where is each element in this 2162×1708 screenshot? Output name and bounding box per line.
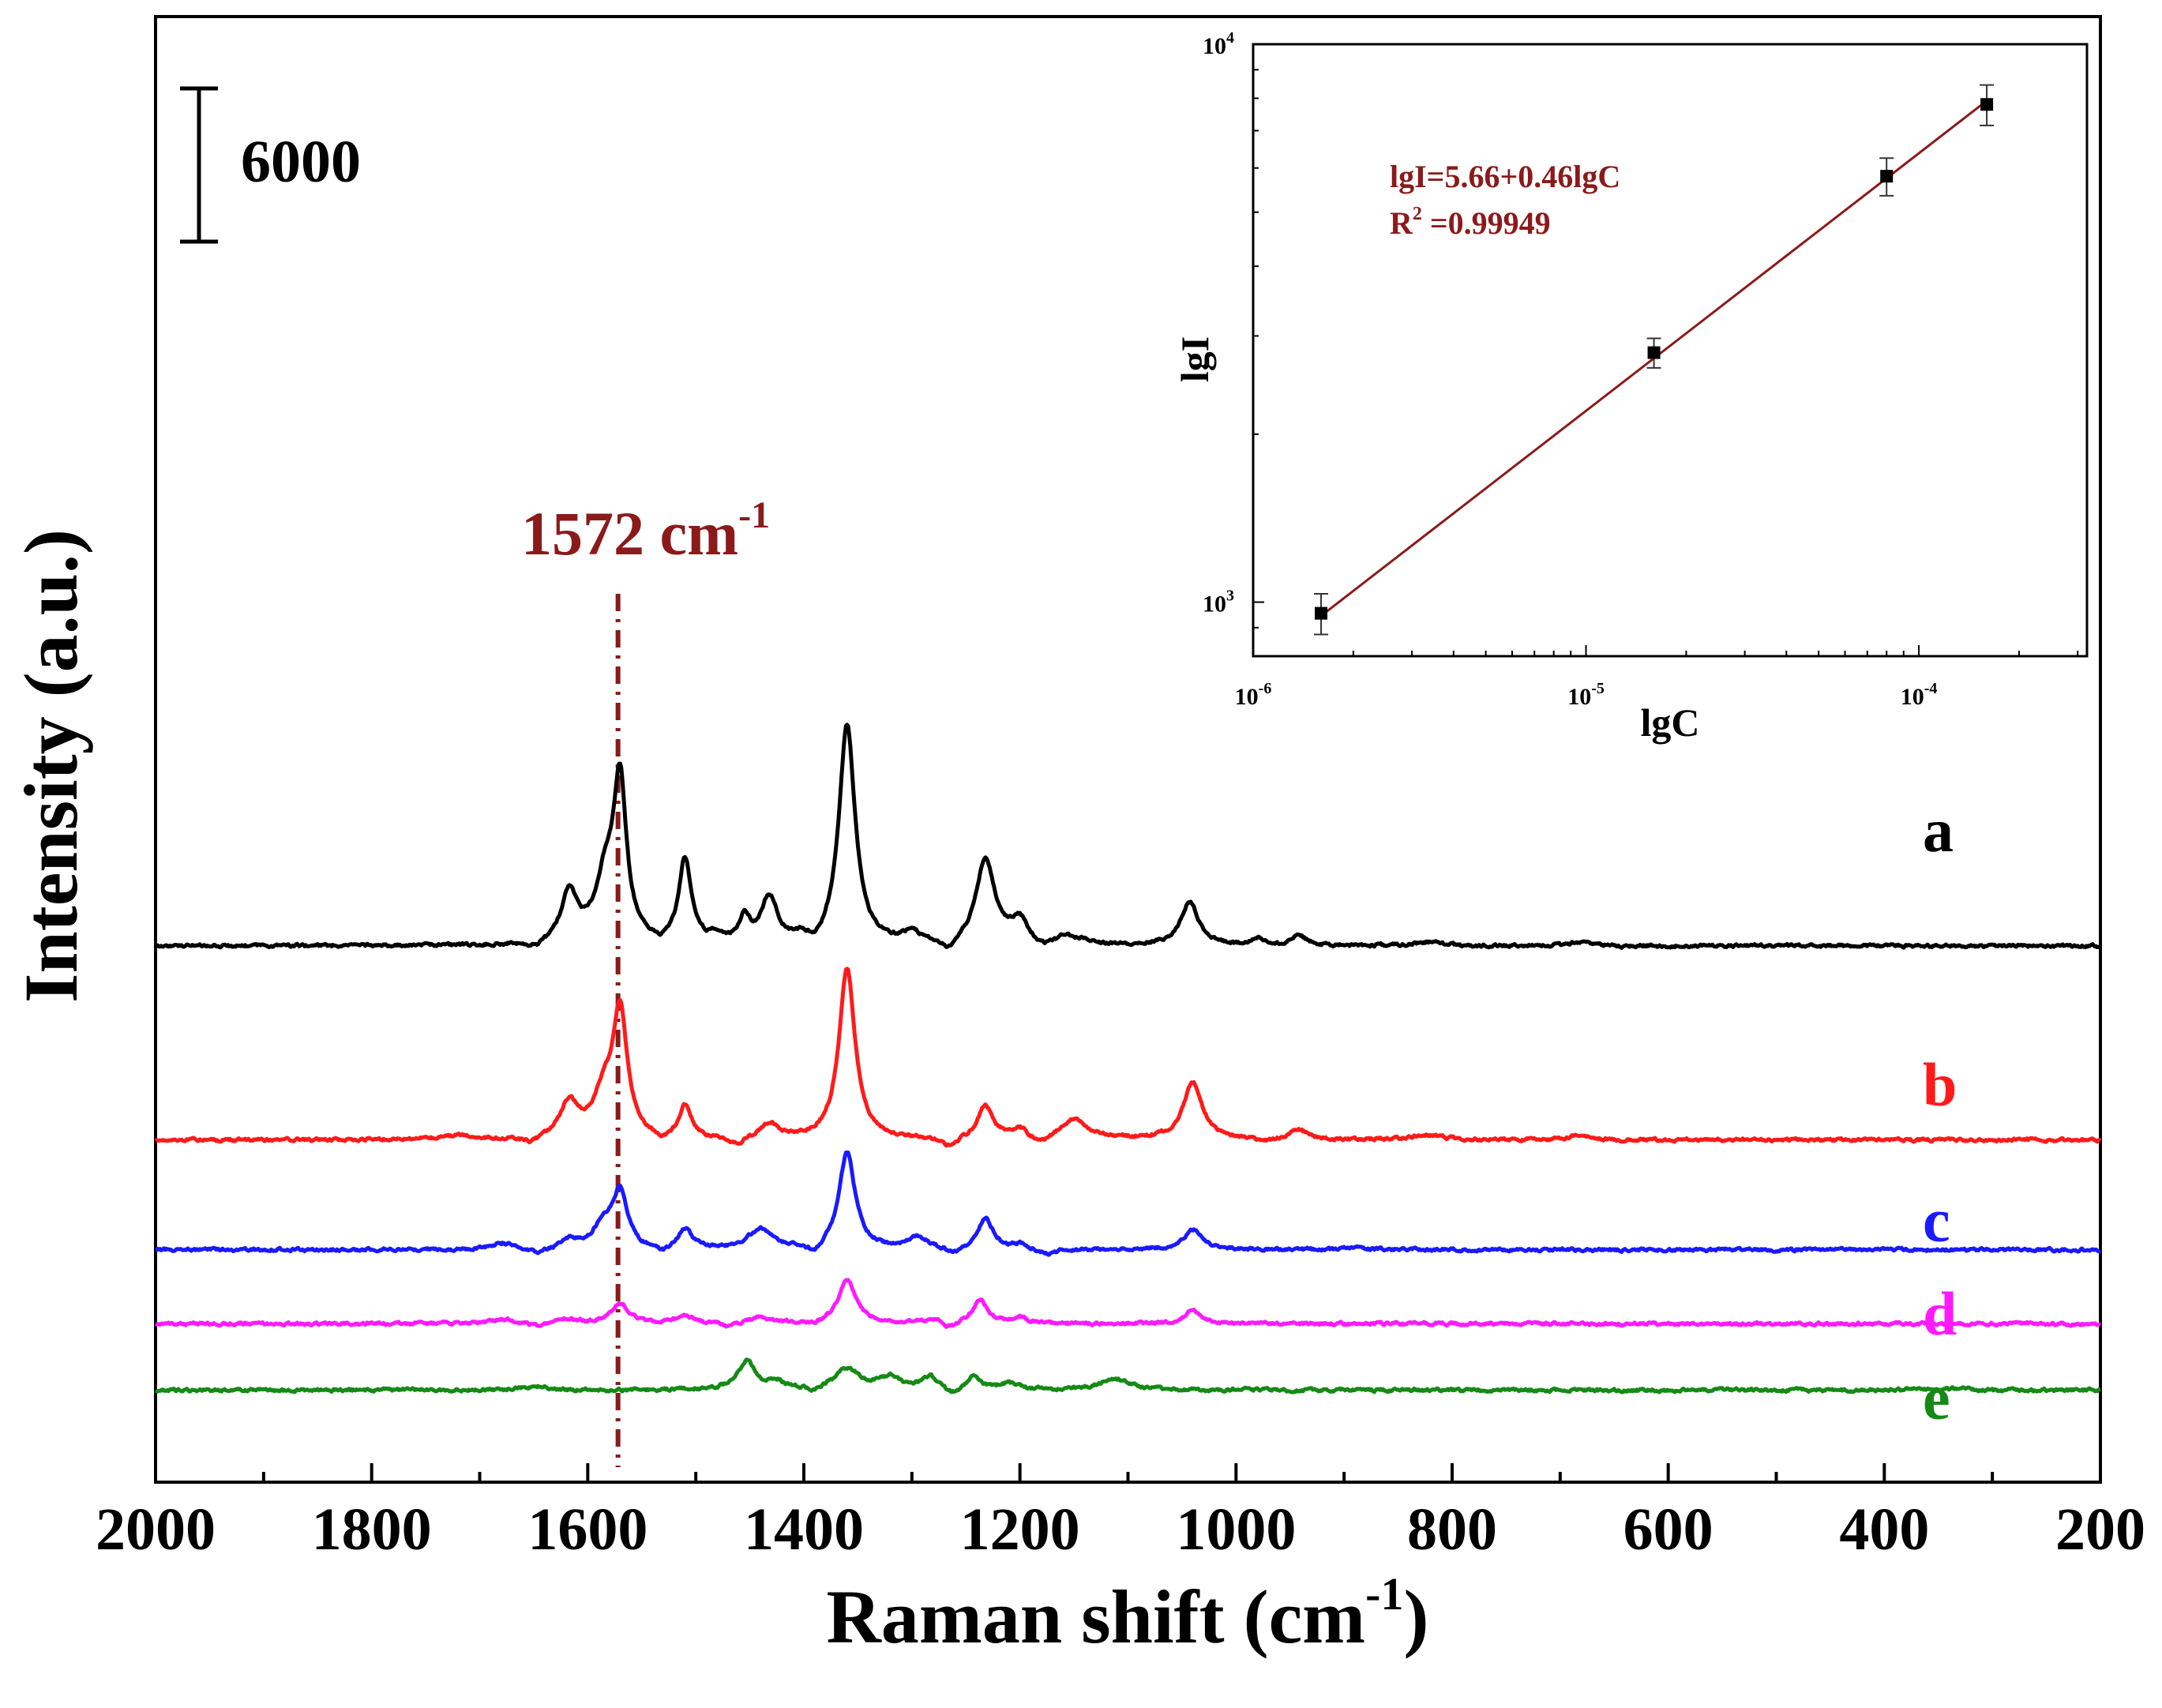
- x-tick-label: 200: [2055, 1496, 2145, 1563]
- fit-r-squared: R2 =0.99949: [1390, 204, 1551, 241]
- inset-points: [1314, 84, 1995, 636]
- x-tick-label: 400: [1839, 1496, 1929, 1563]
- x-tick-label: 1400: [744, 1496, 864, 1563]
- inset-y-title: lgI: [1173, 336, 1217, 382]
- inset-frame: [1252, 43, 2089, 658]
- inset-ticks: 10-6 10-5 10-4 103 104: [1203, 29, 2079, 710]
- spectrum-c: [154, 1151, 2102, 1257]
- inset-y-tick-label: 103: [1203, 587, 1234, 618]
- series-label-c: c: [1923, 1186, 1950, 1255]
- inset-x-tick-label: 10-4: [1901, 680, 1938, 710]
- x-axis-title: Raman shift (cm-1): [827, 1568, 1429, 1659]
- x-tick-label: 1000: [1176, 1496, 1296, 1563]
- series-label-d: d: [1923, 1279, 1957, 1348]
- x-tick-label: 600: [1623, 1496, 1713, 1563]
- data-point: [1880, 170, 1894, 183]
- spectrum-a: [154, 723, 2102, 950]
- x-axis-ticks: 2000 1800 1600 1400 1200 1000 800 600 400 200: [96, 1463, 2145, 1563]
- spectrum-e: [154, 1357, 2102, 1395]
- inset-x-tick-label: 10-5: [1567, 680, 1605, 710]
- series-label-a: a: [1923, 796, 1954, 865]
- series-label-e: e: [1923, 1364, 1950, 1432]
- x-tick-label: 1200: [960, 1496, 1080, 1563]
- fit-equation: lgI=5.66+0.46lgC: [1390, 159, 1620, 194]
- data-point: [1315, 606, 1328, 620]
- scale-bar: 6000: [180, 86, 361, 244]
- data-point: [1980, 98, 1994, 111]
- x-tick-label: 1800: [312, 1496, 432, 1563]
- inset-plot: 10-6 10-5 10-4 103 104 lgI=5.66+0.46lgC R2 =…: [1173, 29, 2089, 745]
- x-tick-label: 2000: [96, 1496, 216, 1563]
- spectra-group: [154, 723, 2102, 1395]
- spectrum-b: [154, 967, 2102, 1148]
- peak-marker-label: 1572 cm-1: [521, 494, 770, 568]
- x-tick-label: 1600: [527, 1496, 647, 1563]
- inset-y-tick-label: 104: [1203, 29, 1234, 59]
- data-point: [1647, 346, 1661, 359]
- spectrum-d: [154, 1278, 2102, 1329]
- inset-x-tick-label: 10-6: [1235, 680, 1272, 710]
- x-tick-label: 800: [1407, 1496, 1497, 1563]
- series-label-b: b: [1923, 1050, 1957, 1119]
- scale-bar-label: 6000: [241, 129, 361, 195]
- inset-x-title: lgC: [1641, 700, 1700, 745]
- y-axis-title: Intensity (a.u.): [9, 529, 93, 1003]
